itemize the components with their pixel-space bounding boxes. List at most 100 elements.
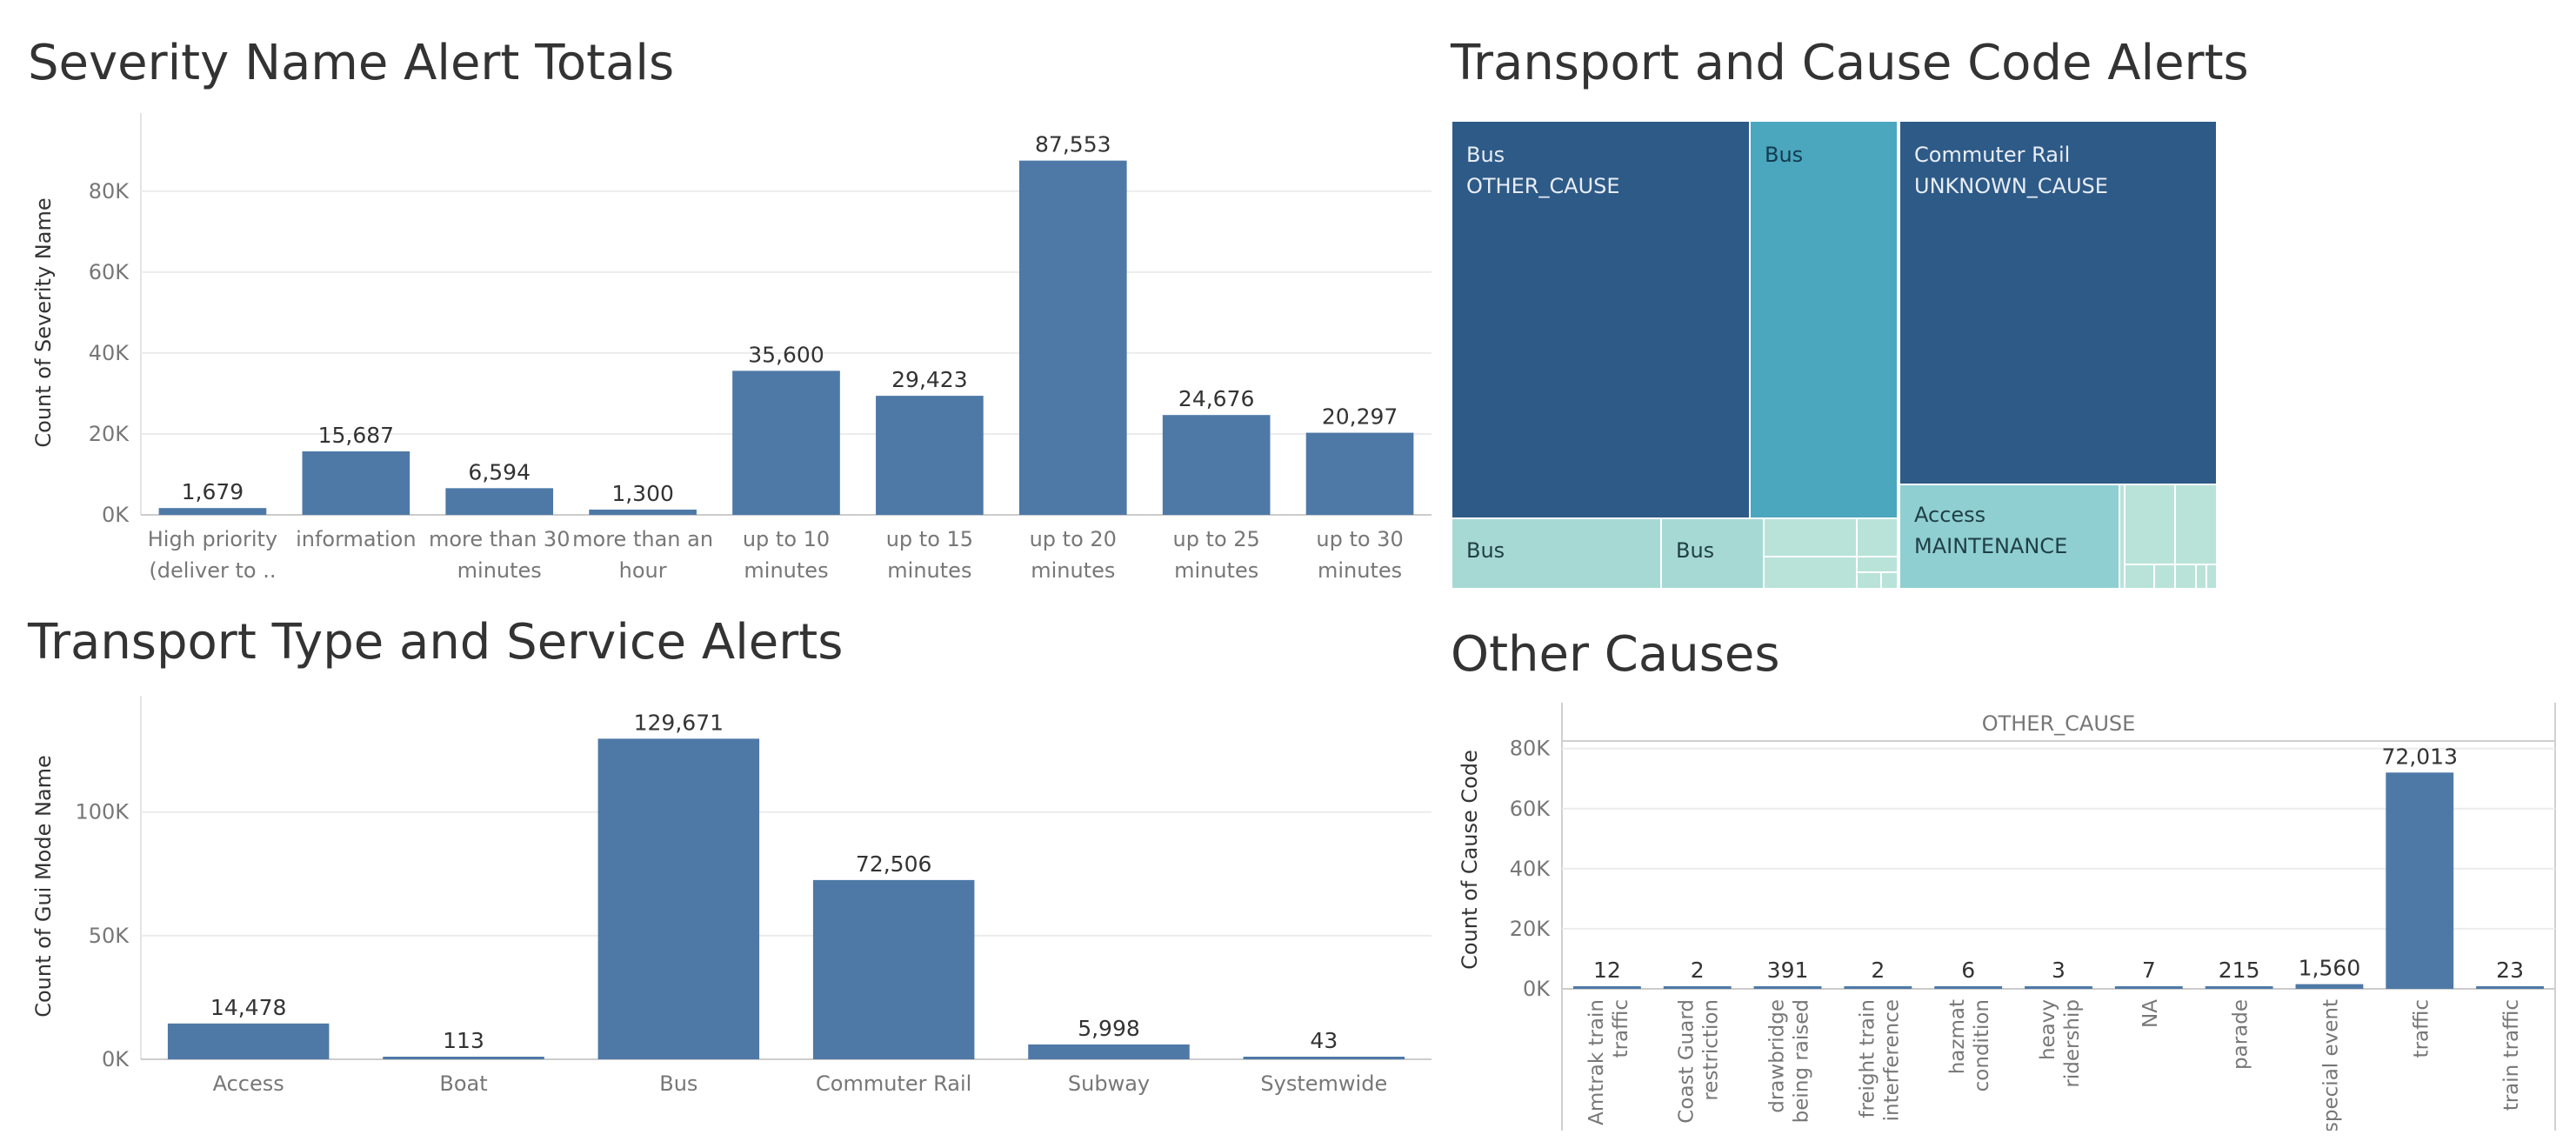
x-tick-label: information — [296, 527, 417, 551]
treemap-small-cell[interactable] — [1856, 556, 1899, 573]
treemap-small-cell[interactable] — [1763, 517, 1858, 557]
x-tick-label: more than an — [572, 527, 713, 551]
treemap-cell-mode: Commuter Rail — [1914, 143, 2071, 167]
treemap-cell-mode: Bus — [1676, 538, 1715, 563]
x-tick-label-group: freight train interference — [1856, 999, 1903, 1121]
bar-value-label: 6 — [1961, 958, 1975, 983]
x-tick-label: up to 10 — [743, 527, 830, 551]
bar — [1753, 986, 1822, 989]
x-tick-label: Boat — [439, 1071, 487, 1096]
severity-chart-title: Severity Name Alert Totals — [28, 35, 675, 91]
bar — [597, 738, 760, 1059]
x-tick-label-group: Coast Guard restriction — [1676, 999, 1723, 1124]
bar-value-label: 1,560 — [2299, 956, 2361, 981]
other-causes-title: Other Causes — [1451, 626, 1780, 683]
bar-value-label: 12 — [1593, 958, 1621, 983]
treemap-cell-cause: UNKNOWN_CAUSE — [1914, 174, 2108, 198]
treemap-cell-access-maintenance[interactable]: Access MAINTENANCE — [1899, 484, 2120, 590]
bar-value-label: 5,998 — [1078, 1016, 1140, 1041]
bar — [1844, 986, 1912, 989]
x-tick-label: traffic — [2410, 999, 2433, 1058]
treemap-cell-mode: Bus — [1765, 143, 1804, 167]
treemap-small-cell[interactable] — [2124, 484, 2176, 565]
x-tick-label: Commuter Rail — [816, 1071, 971, 1096]
bar-value-label: 72,013 — [2382, 744, 2458, 769]
chart-column-header: OTHER_CAUSE — [1982, 711, 2136, 736]
x-tick-label: NA — [2139, 999, 2162, 1028]
y-tick-label: 0K — [1523, 977, 1551, 1001]
treemap-cell-cause: MAINTENANCE — [1914, 534, 2068, 558]
treemap-small-cell[interactable] — [2153, 564, 2176, 590]
other-causes-bar-chart: OTHER_CAUSE 0K 20K 40K 60K 80K Count of Cause … — [1458, 703, 2556, 1131]
treemap-cell-mode: Bus — [1466, 538, 1505, 563]
bar-value-label: 20,297 — [1322, 404, 1398, 430]
bar — [1018, 160, 1127, 516]
bar — [1305, 432, 1414, 515]
x-tick-label: hazmat — [1946, 999, 1969, 1074]
x-tick-label: up to 20 — [1030, 527, 1117, 551]
bar — [732, 370, 840, 515]
x-tick-label: special event — [2319, 999, 2342, 1131]
treemap-small-cell[interactable] — [2206, 564, 2218, 590]
x-tick-label-group: Amtrak train traffic — [1585, 999, 1632, 1125]
bar — [1572, 986, 1641, 989]
x-tick-label: Bus — [659, 1071, 697, 1096]
y-tick-label: 60K — [1510, 797, 1552, 821]
treemap-small-cell[interactable] — [2124, 564, 2155, 590]
treemap-cell-commuter-rail-unknown-cause[interactable]: Commuter Rail UNKNOWN_CAUSE — [1899, 120, 2218, 485]
bar — [2295, 984, 2364, 989]
bar — [2205, 986, 2273, 989]
treemap-cell-bus-pale-2[interactable]: Bus — [1660, 517, 1765, 590]
x-tick-label-group: train traffic — [2500, 999, 2523, 1111]
bar-value-label: 87,553 — [1035, 132, 1111, 157]
bar-value-label: 23 — [2496, 958, 2524, 983]
treemap-cell-bus-teal[interactable]: Bus — [1749, 120, 1899, 519]
bar-value-label: 7 — [2142, 958, 2156, 983]
y-tick-label: 40K — [1510, 857, 1552, 881]
transport-bar-chart: 0K 50K 100K Count of Gui Mode Name 14,478 Acc… — [31, 696, 1431, 1096]
y-axis-title: Count of Cause Code — [1458, 750, 1482, 970]
treemap-small-cell[interactable] — [1856, 571, 1882, 590]
bar-value-label: 2 — [1691, 958, 1705, 983]
transport-cause-treemap: Bus OTHER_CAUSE Bus Commuter Rail UNKNOWN_… — [1451, 120, 2218, 590]
x-tick-label-group: traffic — [2410, 999, 2433, 1058]
y-tick-label: 60K — [89, 260, 130, 284]
bar — [1663, 986, 1732, 989]
y-tick-label: 40K — [89, 341, 130, 365]
y-tick-label: 20K — [89, 422, 130, 446]
x-tick-label: Amtrak train — [1585, 999, 1608, 1125]
x-tick-label: being raised — [1791, 999, 1813, 1123]
treemap-small-cell[interactable] — [1763, 556, 1858, 590]
x-tick-label: Access — [213, 1071, 284, 1096]
bar — [876, 396, 984, 515]
bar-value-label: 1,679 — [182, 479, 244, 504]
x-tick-label: Systemwide — [1260, 1071, 1387, 1096]
x-tick-label: minutes — [457, 558, 542, 583]
bar — [158, 508, 267, 515]
x-tick-label: interference — [1880, 999, 1903, 1121]
x-tick-label: minutes — [744, 558, 828, 583]
treemap-small-cell[interactable] — [2174, 564, 2197, 590]
treemap-cell-bus-pale-1[interactable]: Bus — [1451, 517, 1662, 590]
treemap-title: Transport and Cause Code Alerts — [1451, 35, 2249, 91]
severity-bar-chart: 0K 20K 40K 60K 80K Count of Severity Name 1,67… — [31, 113, 1431, 583]
x-tick-label: parade — [2230, 999, 2252, 1070]
x-tick-label: heavy — [2037, 999, 2059, 1060]
treemap-small-cell[interactable] — [1856, 517, 1899, 557]
bar — [812, 879, 975, 1059]
bar — [1243, 1057, 1405, 1059]
x-tick-label: up to 30 — [1316, 527, 1403, 551]
bar — [2386, 772, 2454, 989]
treemap-cell-bus-other-cause[interactable]: Bus OTHER_CAUSE — [1451, 120, 1751, 519]
y-tick-label: 50K — [89, 924, 130, 948]
treemap-small-cell[interactable] — [1880, 571, 1899, 590]
x-tick-label: minutes — [1031, 558, 1115, 583]
x-tick-label-group: hazmat condition — [1946, 999, 1993, 1091]
bar-value-label: 35,600 — [748, 342, 824, 367]
x-tick-label-group: special event — [2319, 999, 2342, 1131]
y-tick-label: 20K — [1510, 917, 1552, 941]
treemap-cell-cause: OTHER_CAUSE — [1466, 174, 1620, 198]
x-tick-label: ridership — [2061, 999, 2084, 1088]
bar-value-label: 129,671 — [634, 710, 724, 735]
treemap-small-cell[interactable] — [2174, 484, 2218, 565]
